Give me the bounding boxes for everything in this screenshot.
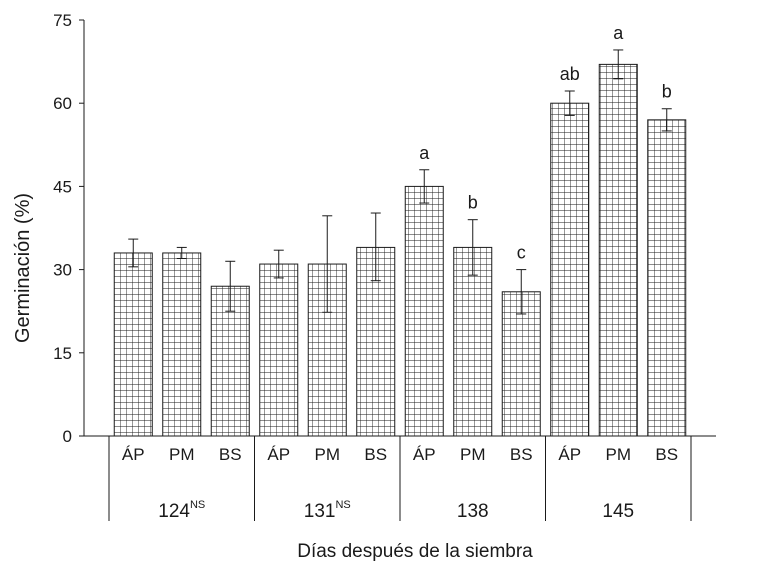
category-label: BS [364, 445, 387, 464]
category-label: BS [219, 445, 242, 464]
significance-letter: c [517, 243, 526, 263]
group-label-superscript: NS [335, 499, 350, 511]
bar [647, 119, 687, 437]
y-tick-label: 15 [53, 344, 72, 363]
group-label: 131NS [304, 499, 351, 522]
significance-letter: a [419, 143, 430, 163]
y-tick-label: 45 [53, 177, 72, 196]
significance-letter: b [468, 193, 478, 213]
group-label: 138 [457, 501, 489, 522]
category-label: ÁP [558, 445, 581, 464]
bar [210, 285, 250, 437]
group-label-value: 138 [457, 501, 489, 522]
category-label: BS [655, 445, 678, 464]
category-label: ÁP [122, 445, 145, 464]
category-label: ÁP [267, 445, 290, 464]
bar [501, 291, 541, 437]
group-label: 145 [602, 501, 634, 522]
bar [598, 63, 638, 437]
group-label-superscript: NS [190, 499, 205, 511]
y-tick-label: 75 [53, 11, 72, 30]
group-label-value: 145 [602, 501, 634, 522]
category-label: ÁP [413, 445, 436, 464]
significance-letter: ab [560, 64, 580, 84]
bar [453, 246, 493, 437]
y-tick-label: 60 [53, 94, 72, 113]
category-label: BS [510, 445, 533, 464]
significance-letter: b [662, 82, 672, 102]
significance-letter: a [613, 23, 624, 43]
category-label: PM [169, 445, 195, 464]
category-label: PM [460, 445, 486, 464]
y-axis: 0 15 30 45 60 75 [53, 11, 85, 446]
group-label: 124NS [158, 499, 205, 522]
bar [162, 252, 202, 437]
y-axis-title: Germinación (%) [12, 193, 34, 343]
y-tick-label: 30 [53, 261, 72, 280]
bar [550, 102, 590, 437]
x-axis-title: Días después de la siembra [297, 541, 533, 562]
group-label-value: 131 [304, 501, 336, 522]
bar [113, 252, 153, 437]
category-label: PM [315, 445, 341, 464]
y-tick-label: 0 [63, 427, 72, 446]
category-label: PM [606, 445, 632, 464]
bar [259, 263, 299, 437]
group-label-value: 124 [158, 501, 190, 522]
bar [404, 185, 444, 437]
